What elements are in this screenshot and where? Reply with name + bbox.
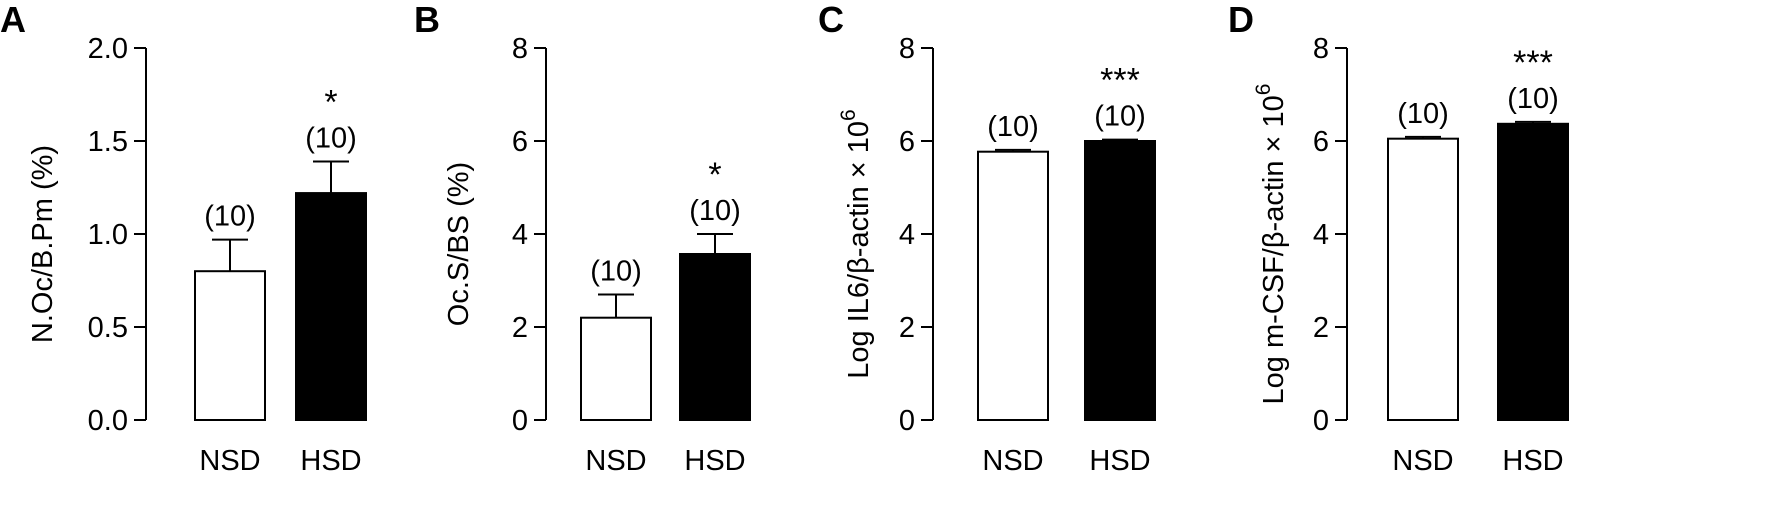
x-tick-label: HSD	[684, 445, 745, 477]
x-tick-label: NSD	[199, 445, 260, 477]
bar-nsd	[1387, 137, 1459, 422]
y-tick-label: 4	[512, 219, 528, 251]
y-tick-label: 1.5	[88, 126, 128, 158]
y-tick-label: 2.0	[88, 33, 128, 65]
y-axis-label: Oc.S/BS (%)	[443, 162, 475, 326]
panel-letter: C	[818, 0, 844, 40]
y-tick-label: 2	[512, 312, 528, 344]
y-tick-label: 0	[1313, 405, 1329, 437]
y-axis-label: Log m-CSF/β-actin × 106	[1252, 84, 1290, 405]
bar-hsd	[295, 192, 367, 421]
y-tick-label: 6	[1313, 126, 1329, 158]
n-label: (10)	[305, 122, 357, 154]
y-axis-label-text: Log m-CSF/β-actin × 10	[1258, 95, 1290, 404]
n-label: (10)	[1397, 98, 1449, 130]
y-tick-label: 0.0	[88, 405, 128, 437]
x-tick-label: HSD	[300, 445, 361, 477]
panel-letter: A	[0, 0, 26, 40]
y-tick-label: 4	[899, 219, 915, 251]
n-label: (10)	[987, 111, 1039, 143]
significance-label: ***	[1513, 44, 1553, 82]
x-tick-label: HSD	[1089, 445, 1150, 477]
y-tick-label: 8	[512, 33, 528, 65]
y-tick-label: 2	[899, 312, 915, 344]
x-tick-label: NSD	[585, 445, 646, 477]
y-tick-label: 0	[512, 405, 528, 437]
bar-nsd	[977, 150, 1049, 421]
n-label: (10)	[590, 255, 642, 287]
bar-hsd	[679, 252, 751, 421]
significance-label: ***	[1100, 62, 1140, 100]
n-label: (10)	[204, 201, 256, 233]
panel-letter: D	[1228, 0, 1254, 40]
x-tick-label: NSD	[1392, 445, 1453, 477]
y-tick-label: 1.0	[88, 219, 128, 251]
n-label: (10)	[689, 195, 741, 227]
n-label: (10)	[1094, 101, 1146, 133]
y-tick-label: 6	[512, 126, 528, 158]
bar-hsd	[1497, 122, 1569, 421]
y-axis-label: N.Oc/B.Pm (%)	[27, 145, 59, 343]
y-axis-label-superscript: 6	[837, 109, 860, 121]
panel-a: A 0.0 0.5 1.0 1.5 2.0 N.Oc/B.Pm (%) (10) NSD (10)…	[0, 0, 367, 477]
y-axis-label-text: Log IL6/β-actin × 10	[843, 121, 875, 379]
x-tick-label: HSD	[1502, 445, 1563, 477]
y-tick-label: 6	[899, 126, 915, 158]
bar-nsd	[580, 316, 652, 422]
significance-label: *	[708, 156, 721, 194]
panel-letter: B	[414, 0, 440, 40]
y-axis-label-text: Oc.S/BS (%)	[443, 162, 475, 326]
bar-nsd	[194, 270, 266, 422]
significance-label: *	[324, 83, 337, 121]
y-axis-label-superscript: 6	[1252, 84, 1275, 96]
y-tick-label: 4	[1313, 219, 1329, 251]
n-label: (10)	[1507, 83, 1559, 115]
y-tick-label: 2	[1313, 312, 1329, 344]
y-tick-label: 8	[899, 33, 915, 65]
y-axis-label: Log IL6/β-actin × 106	[837, 109, 875, 378]
y-axis-label-text: N.Oc/B.Pm (%)	[27, 145, 59, 343]
y-tick-label: 8	[1313, 33, 1329, 65]
y-tick-label: 0	[899, 405, 915, 437]
x-tick-label: NSD	[982, 445, 1043, 477]
y-tick-label: 0.5	[88, 312, 128, 344]
bar-hsd	[1084, 140, 1156, 421]
